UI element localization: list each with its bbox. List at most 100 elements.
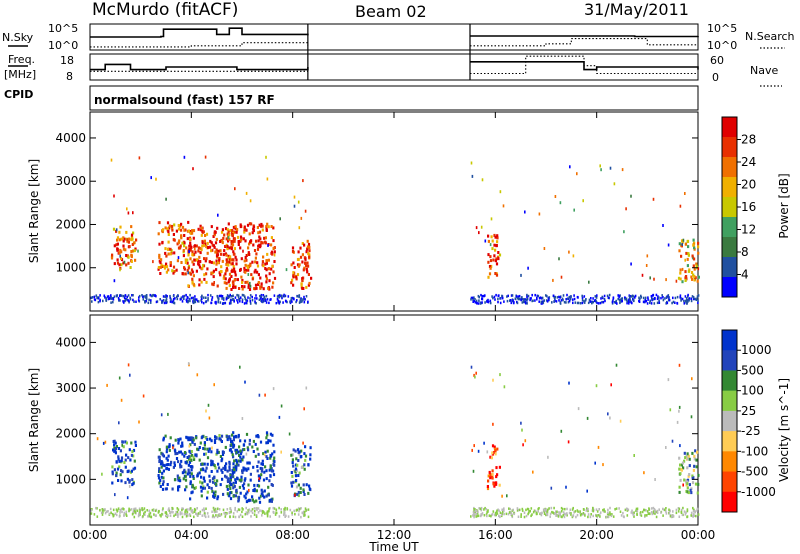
data-cell <box>164 511 167 514</box>
data-cell <box>211 515 214 519</box>
data-cell <box>248 442 251 446</box>
data-cell <box>187 438 190 442</box>
data-cell <box>247 448 250 452</box>
data-cell <box>494 235 497 239</box>
data-cell <box>270 236 273 240</box>
data-cell <box>250 273 253 277</box>
data-cell <box>252 439 255 443</box>
data-cell <box>669 515 672 518</box>
data-cell <box>688 299 690 302</box>
data-cell <box>150 515 153 519</box>
data-cell <box>569 165 571 169</box>
data-cell <box>118 465 121 469</box>
data-cell <box>226 512 228 515</box>
colorbar-frame <box>721 329 738 513</box>
data-cell <box>495 510 498 514</box>
data-cell <box>484 301 486 304</box>
data-cell <box>199 441 202 445</box>
data-cell <box>303 266 306 270</box>
data-cell <box>492 422 494 426</box>
data-cell <box>608 293 611 297</box>
data-cell <box>236 293 238 297</box>
data-cell <box>133 509 136 513</box>
data-cell <box>179 450 182 454</box>
data-cell <box>187 266 190 270</box>
data-cell <box>203 447 206 451</box>
data-cell <box>161 482 165 486</box>
data-cell <box>546 300 549 303</box>
data-cell <box>487 474 490 478</box>
data-cell <box>116 242 119 246</box>
data-cell <box>110 296 112 299</box>
data-cell <box>226 469 229 473</box>
data-cell <box>176 474 179 478</box>
data-cell <box>299 491 302 494</box>
data-cell <box>475 509 478 512</box>
data-cell <box>512 299 514 302</box>
data-cell <box>132 249 135 253</box>
data-cell <box>239 223 242 227</box>
data-cell <box>226 508 229 511</box>
data-cell <box>181 241 184 245</box>
data-cell <box>536 298 538 301</box>
data-cell <box>656 297 659 301</box>
data-cell <box>556 296 559 299</box>
data-cell <box>230 245 233 249</box>
data-cell <box>124 237 126 241</box>
data-cell <box>227 280 230 284</box>
data-cell <box>538 507 540 510</box>
data-cell <box>493 254 496 258</box>
data-cell <box>102 299 104 303</box>
data-cell <box>692 468 695 472</box>
data-cell <box>244 239 247 243</box>
colorbar-swatch <box>722 431 737 452</box>
data-cell <box>169 247 172 251</box>
data-cell <box>134 258 137 262</box>
data-cell <box>261 514 263 517</box>
data-cell <box>190 268 194 272</box>
data-cell <box>230 295 233 298</box>
data-cell <box>295 479 298 482</box>
data-cell <box>632 513 635 517</box>
data-cell <box>607 508 609 512</box>
data-cell <box>116 236 120 240</box>
data-cell <box>258 230 262 234</box>
data-cell <box>551 510 553 514</box>
data-cell <box>652 298 654 301</box>
data-cell <box>299 246 302 250</box>
data-cell <box>498 253 502 257</box>
data-cell <box>691 277 694 281</box>
data-cell <box>179 437 182 441</box>
data-cell <box>503 385 506 389</box>
data-cell <box>214 230 217 234</box>
data-cell <box>236 299 238 302</box>
data-cell <box>496 236 499 240</box>
data-cell <box>524 298 526 301</box>
data-cell <box>302 268 305 272</box>
data-cell <box>189 241 192 245</box>
velocity-panel-frame <box>89 314 699 526</box>
data-cell <box>99 509 101 512</box>
data-cell <box>229 483 233 486</box>
data-cell <box>685 455 688 459</box>
data-cell <box>308 255 311 259</box>
data-cell <box>184 451 187 454</box>
data-cell <box>166 247 170 251</box>
data-cell <box>195 244 198 248</box>
data-cell <box>230 509 232 512</box>
data-cell <box>113 262 116 266</box>
data-cell <box>536 294 539 298</box>
data-cell <box>115 460 118 464</box>
data-cell <box>243 225 246 229</box>
data-cell <box>487 479 490 483</box>
data-cell <box>298 450 301 454</box>
data-cell <box>230 510 232 514</box>
data-cell <box>686 299 688 302</box>
data-cell <box>120 398 123 402</box>
data-cell <box>232 515 235 518</box>
data-cell <box>189 497 192 501</box>
data-cell <box>530 514 532 518</box>
data-cell <box>206 496 209 500</box>
data-cell <box>592 506 594 510</box>
